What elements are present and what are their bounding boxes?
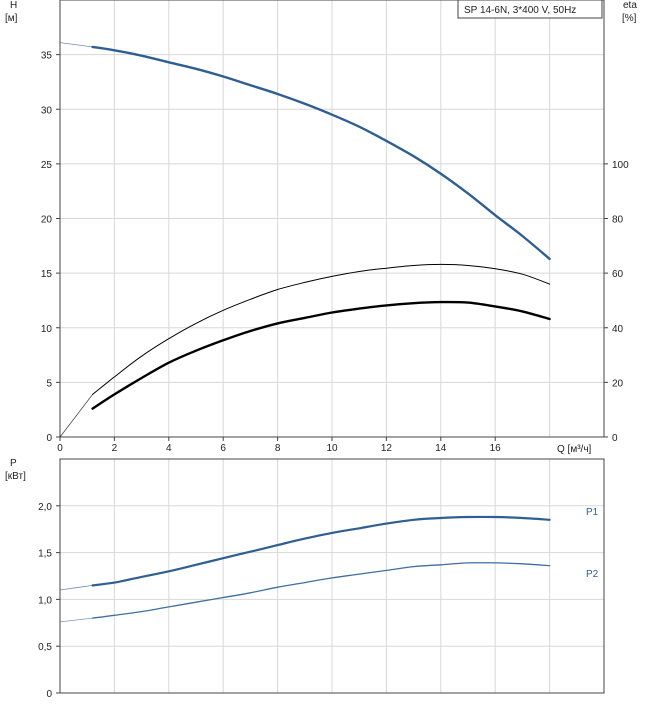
x-tick-label: 16: [490, 443, 502, 454]
x-tick-label: 2: [112, 443, 118, 454]
left-tick-label: 5: [46, 378, 52, 389]
title-badge: SP 14-6N, 3*400 V, 50Hz: [457, 0, 603, 19]
left-tick-label: 10: [41, 324, 53, 335]
x-tick-label: 4: [166, 443, 172, 454]
power-axis-label: P: [10, 458, 17, 469]
y-axis-label-left: H: [10, 0, 17, 11]
legend-label-p1: P1: [586, 507, 599, 518]
right-tick-label: 60: [612, 269, 624, 280]
x-tick-label: 14: [435, 443, 447, 454]
y-axis-unit-right: [%]: [622, 13, 637, 24]
power-tick-label: 1,5: [38, 549, 52, 560]
bottom-panel-axes: 0 0,5 1,0 1,5 2,0: [38, 458, 605, 700]
left-tick-label: 35: [41, 51, 53, 62]
x-tick-label: 10: [326, 443, 338, 454]
y-axis-label-right: eta: [623, 0, 637, 11]
curve-p1: [91, 515, 551, 587]
left-tick-label: 30: [41, 105, 53, 116]
left-tick-label: 15: [41, 269, 53, 280]
curve-h: [91, 45, 551, 261]
curve-p1-extension: [59, 585, 93, 591]
right-tick-label: 100: [612, 160, 629, 171]
right-tick-label: 80: [612, 215, 624, 226]
power-tick-label: 0: [46, 689, 52, 700]
curve-p2-extension: [59, 617, 93, 623]
title-badge-text: SP 14-6N, 3*400 V, 50Hz: [464, 5, 576, 16]
bottom-panel-frame: [59, 458, 605, 694]
curve-eta2: [91, 300, 551, 410]
right-tick-label: 0: [612, 433, 618, 444]
x-tick-label: 8: [275, 443, 281, 454]
curve-eta: [92, 263, 551, 395]
bottom-panel-curves: [59, 515, 551, 623]
y-axis-unit-left: [м]: [5, 13, 18, 24]
curve-eta-extension: [59, 394, 93, 438]
power-tick-label: 1,0: [38, 595, 52, 606]
curve-h-extension: [59, 42, 93, 48]
top-panel-axes: 0 2 4 6 8 10 12 14 16 0 5 10 15 20 25 30 35 0 20 40 60 80 100: [41, 0, 629, 454]
power-axis-unit: [кВт]: [5, 471, 26, 482]
top-panel-grid: [59, 0, 605, 438]
power-tick-label: 2,0: [38, 502, 52, 513]
left-tick-label: 0: [46, 433, 52, 444]
power-tick-label: 0,5: [38, 642, 52, 653]
left-tick-label: 25: [41, 160, 53, 171]
x-tick-label: 6: [220, 443, 226, 454]
left-tick-label: 20: [41, 215, 53, 226]
x-tick-label: 0: [57, 443, 63, 454]
right-tick-label: 20: [612, 378, 624, 389]
legend-label-p2: P2: [586, 569, 599, 580]
curve-p2: [91, 562, 551, 619]
right-tick-label: 40: [612, 324, 624, 335]
x-axis-label: Q [м³/ч]: [557, 444, 592, 455]
x-tick-label: 12: [381, 443, 393, 454]
top-panel-curves: [59, 42, 551, 438]
